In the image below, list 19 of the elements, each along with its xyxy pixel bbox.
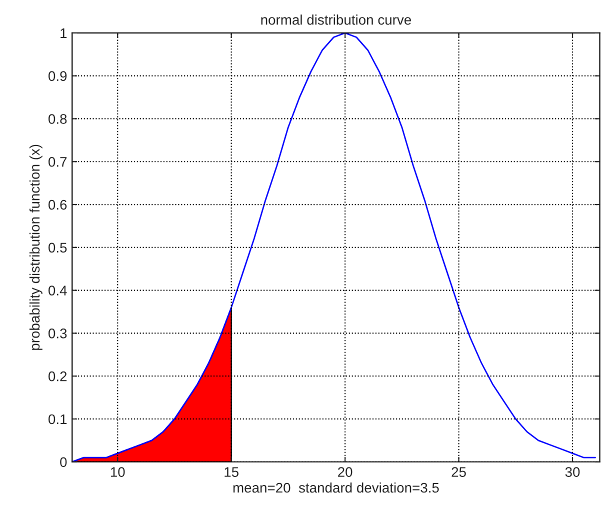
y-axis-title: probability distribution function (x): [29, 144, 42, 350]
y-tick-label: 0.3: [48, 328, 67, 338]
y-tick-label: 0.5: [48, 242, 67, 253]
y-tick-label: 0.8: [48, 114, 67, 124]
x-tick-label: 10: [110, 467, 125, 477]
chart-title: normal distribution curve: [261, 14, 411, 25]
y-tick-label: 0.9: [48, 71, 67, 82]
y-tick-label: 1: [60, 28, 67, 38]
y-tick-label: 0.7: [48, 156, 67, 167]
y-tick-label: 0: [60, 457, 67, 468]
y-tick-label: 0.1: [48, 414, 67, 424]
x-tick-label: 15: [224, 467, 238, 477]
x-tick-label: 20: [338, 467, 352, 477]
x-tick-label: 25: [452, 467, 466, 477]
y-tick-label: 0.4: [48, 286, 67, 296]
y-tick-label: 0.6: [48, 200, 67, 210]
x-tick-label: 30: [565, 467, 580, 477]
y-tick-label: 0.2: [48, 371, 67, 382]
x-axis-title: mean=20 standard deviation=3.5: [233, 482, 439, 493]
